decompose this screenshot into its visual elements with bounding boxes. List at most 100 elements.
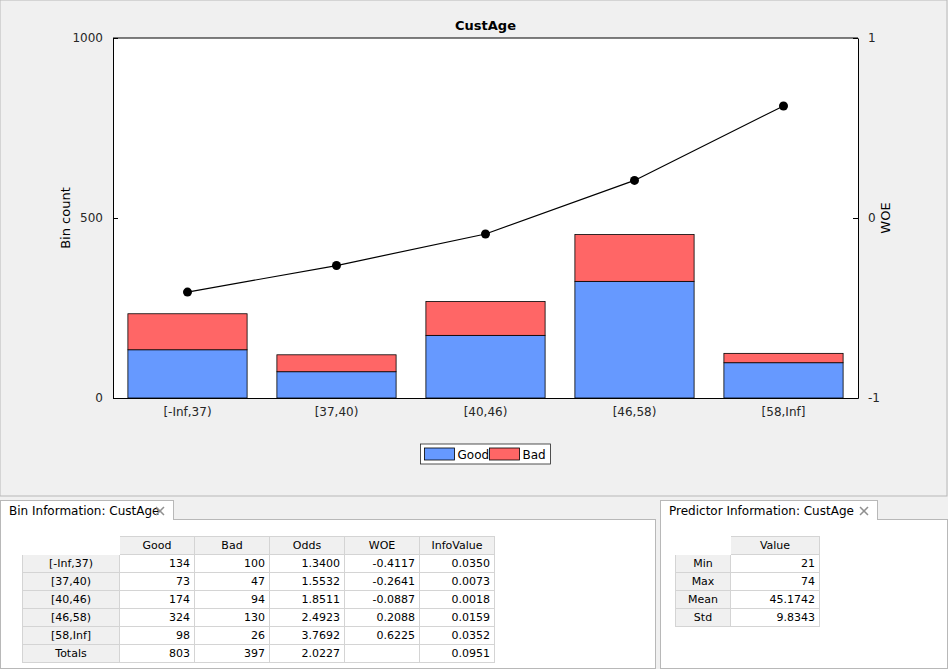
row-label: [58,Inf] bbox=[23, 627, 120, 645]
tick-mark bbox=[113, 38, 118, 39]
column-header: InfoValue bbox=[420, 537, 495, 555]
column-header: WOE bbox=[345, 537, 420, 555]
close-icon[interactable] bbox=[155, 506, 165, 516]
plot: 05001000-101[-Inf,37)[37,40)[40,46)[46,5… bbox=[72, 31, 880, 418]
column-header: Odds bbox=[270, 537, 345, 555]
tick: [-Inf,37) bbox=[163, 398, 211, 419]
panel-tab[interactable]: Predictor Information: CustAge bbox=[660, 500, 878, 520]
table-row: Mean45.1742 bbox=[676, 591, 820, 609]
row-label: Max bbox=[676, 573, 731, 591]
tick-label: [46,58) bbox=[613, 405, 657, 419]
table-cell: 803 bbox=[120, 645, 195, 663]
close-icon[interactable] bbox=[859, 506, 869, 516]
woe-marker bbox=[183, 288, 192, 297]
bar[interactable] bbox=[575, 235, 694, 282]
table-cell: 74 bbox=[731, 573, 820, 591]
row-label: [37,40) bbox=[23, 573, 120, 591]
table: GoodBadOddsWOEInfoValue[-Inf,37)1341001.… bbox=[22, 536, 495, 663]
table-row: [-Inf,37)1341001.3400-0.41170.0350 bbox=[23, 555, 495, 573]
header-row: GoodBadOddsWOEInfoValue bbox=[23, 537, 495, 555]
plot-background bbox=[113, 38, 858, 398]
table-cell: 47 bbox=[195, 573, 270, 591]
tick: 500 bbox=[80, 211, 118, 225]
woe-line bbox=[188, 106, 784, 292]
axis-line bbox=[858, 39, 859, 399]
table-cell: -0.4117 bbox=[345, 555, 420, 573]
table-cell: 324 bbox=[120, 609, 195, 627]
table-row: [58,Inf]98263.76920.62250.0352 bbox=[23, 627, 495, 645]
table-cell: 134 bbox=[120, 555, 195, 573]
tick-label: [37,40) bbox=[315, 405, 359, 419]
row-label: Mean bbox=[676, 591, 731, 609]
tick-mark bbox=[853, 218, 858, 219]
table-cell: 130 bbox=[195, 609, 270, 627]
bar[interactable] bbox=[277, 355, 396, 372]
chart: 05001000-101[-Inf,37)[37,40)[40,46)[46,5… bbox=[0, 0, 948, 497]
column-header: Good bbox=[120, 537, 195, 555]
header-row: Value bbox=[676, 537, 820, 555]
row-label: Totals bbox=[23, 645, 120, 663]
x-axis: [-Inf,37) [37,40) [40,46) [46,58) [58,Inf] bbox=[114, 398, 859, 419]
legend-swatch bbox=[490, 448, 520, 460]
bar[interactable] bbox=[575, 281, 694, 398]
table-cell: 9.8343 bbox=[731, 609, 820, 627]
tick-label: 0 bbox=[868, 211, 876, 225]
table: ValueMin21Max74Mean45.1742Std9.8343 bbox=[675, 536, 820, 627]
table-cell: 0.6225 bbox=[345, 627, 420, 645]
y2-axis: -1 0 1 bbox=[853, 31, 880, 405]
woe-marker bbox=[481, 229, 490, 238]
bar[interactable] bbox=[277, 372, 396, 398]
row-label: Std bbox=[676, 609, 731, 627]
y2-axis-title: WOE bbox=[878, 202, 893, 233]
table-cell: 0.0350 bbox=[420, 555, 495, 573]
tick-label: -1 bbox=[868, 391, 880, 405]
table-cell: 1.5532 bbox=[270, 573, 345, 591]
plot-frame bbox=[113, 38, 858, 39]
tick-label: [40,46) bbox=[464, 405, 508, 419]
panel-title: Bin Information: CustAge bbox=[9, 504, 159, 518]
corner-cell bbox=[23, 537, 120, 555]
legend-label: Bad bbox=[523, 448, 546, 462]
table-cell: 174 bbox=[120, 591, 195, 609]
table-cell: 21 bbox=[731, 555, 820, 573]
corner-cell bbox=[676, 537, 731, 555]
bar[interactable] bbox=[128, 350, 247, 398]
bar[interactable] bbox=[724, 353, 843, 362]
axis-line bbox=[114, 398, 859, 399]
row-label: [46,58) bbox=[23, 609, 120, 627]
table-cell: 2.4923 bbox=[270, 609, 345, 627]
legend-box bbox=[421, 444, 551, 464]
table-cell: -0.0887 bbox=[345, 591, 420, 609]
figure-background bbox=[0, 0, 947, 496]
bar[interactable] bbox=[724, 363, 843, 398]
panel-tab[interactable]: Bin Information: CustAge bbox=[0, 500, 174, 520]
woe-marker bbox=[779, 101, 788, 110]
tick: 0 bbox=[853, 211, 876, 225]
tick: [58,Inf] bbox=[762, 398, 806, 419]
tick-label: 1000 bbox=[72, 31, 103, 45]
column-header: Value bbox=[731, 537, 820, 555]
table-cell: 0.0073 bbox=[420, 573, 495, 591]
tick: [40,46) bbox=[464, 398, 508, 419]
woe-marker bbox=[630, 176, 639, 185]
marks bbox=[128, 101, 843, 398]
tick: [46,58) bbox=[613, 398, 657, 419]
table-row: Min21 bbox=[676, 555, 820, 573]
table-row: Std9.8343 bbox=[676, 609, 820, 627]
row-label: [-Inf,37) bbox=[23, 555, 120, 573]
tick-label: 500 bbox=[80, 211, 103, 225]
bar[interactable] bbox=[426, 302, 545, 336]
row-label: [40,46) bbox=[23, 591, 120, 609]
tick-label: 1 bbox=[868, 31, 876, 45]
title: CustAge bbox=[455, 18, 516, 33]
table-cell: 100 bbox=[195, 555, 270, 573]
table-cell: 0.0951 bbox=[420, 645, 495, 663]
bar[interactable] bbox=[128, 314, 247, 350]
table-cell bbox=[345, 645, 420, 663]
table-cell: 0.0352 bbox=[420, 627, 495, 645]
bar[interactable] bbox=[426, 335, 545, 398]
y-axis: 05001000 bbox=[72, 31, 118, 405]
tick: 1000 bbox=[72, 31, 118, 45]
column-header: Bad bbox=[195, 537, 270, 555]
table-cell: 1.8511 bbox=[270, 591, 345, 609]
